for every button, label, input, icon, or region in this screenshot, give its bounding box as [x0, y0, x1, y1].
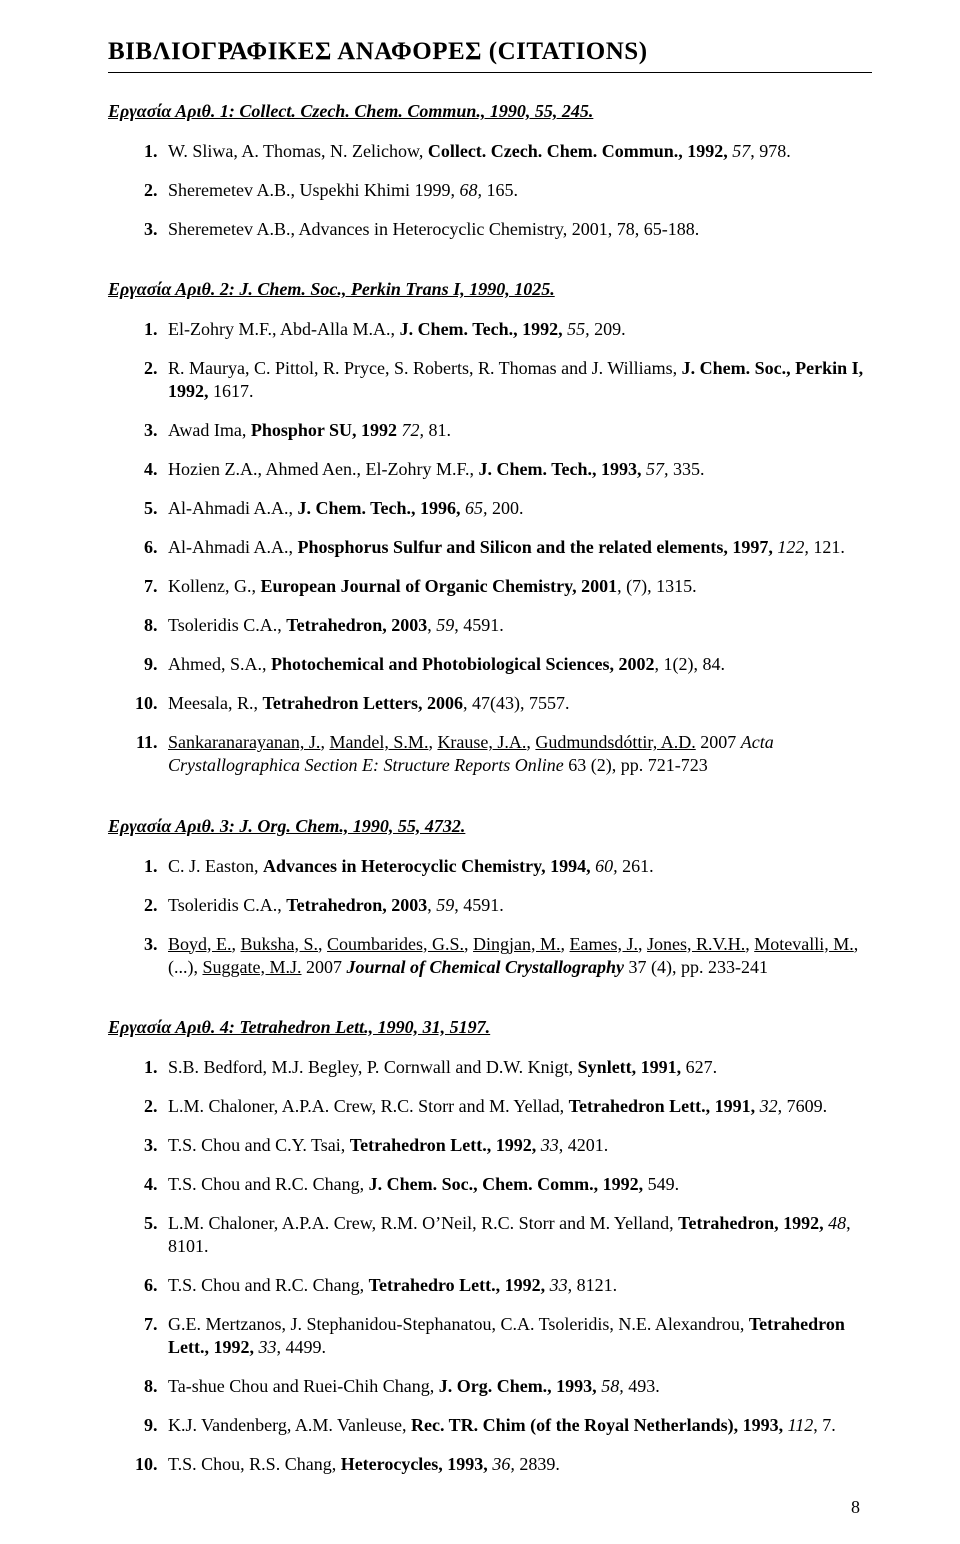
- section-1-item: Sheremetev A.B., Uspekhi Khimi 1999, 68,…: [162, 179, 872, 202]
- section-4-item: S.B. Bedford, M.J. Begley, P. Cornwall a…: [162, 1056, 872, 1079]
- section-1-item: W. Sliwa, A. Thomas, N. Zelichow, Collec…: [162, 140, 872, 163]
- page-number: 8: [851, 1497, 860, 1518]
- section-4-item: T.S. Chou and R.C. Chang, Tetrahedro Let…: [162, 1274, 872, 1297]
- page-title: ΒΙΒΛΙΟΓΡΑΦΙΚΕΣ ΑΝΑΦΟΡΕΣ (CITATIONS): [108, 38, 872, 66]
- section-2-item: Al-Ahmadi A.A., J. Chem. Tech., 1996, 65…: [162, 497, 872, 520]
- page: ΒΙΒΛΙΟΓΡΑΦΙΚΕΣ ΑΝΑΦΟΡΕΣ (CITATIONS) Εργα…: [0, 0, 960, 1544]
- section-2-item: Hozien Z.A., Ahmed Aen., El-Zohry M.F., …: [162, 458, 872, 481]
- title-tail: ): [639, 38, 648, 65]
- section-4-item: L.M. Chaloner, A.P.A. Crew, R.C. Storr a…: [162, 1095, 872, 1118]
- section-2-item: Tsoleridis C.A., Tetrahedron, 2003, 59, …: [162, 614, 872, 637]
- section-2-item: Awad Ima, Phosphor SU, 1992 72, 81.: [162, 419, 872, 442]
- section-3-title: Εργασία Αριθ. 3: J. Org. Chem., 1990, 55…: [108, 816, 872, 837]
- section-3-list: C. J. Easton, Advances in Heterocyclic C…: [108, 855, 872, 979]
- section-4-item: K.J. Vandenberg, A.M. Vanleuse, Rec. TR.…: [162, 1414, 872, 1437]
- section-4-item: L.M. Chaloner, A.P.A. Crew, R.M. O’Neil,…: [162, 1212, 872, 1258]
- section-4-item: T.S. Chou, R.S. Chang, Heterocycles, 199…: [162, 1453, 872, 1476]
- section-2-item: Ahmed, S.A., Photochemical and Photobiol…: [162, 653, 872, 676]
- section-2-item: R. Maurya, C. Pittol, R. Pryce, S. Rober…: [162, 357, 872, 403]
- section-4-list: S.B. Bedford, M.J. Begley, P. Cornwall a…: [108, 1056, 872, 1476]
- section-1-list: W. Sliwa, A. Thomas, N. Zelichow, Collec…: [108, 140, 872, 241]
- title-rule: [108, 72, 872, 73]
- section-1-title: Εργασία Αριθ. 1: Collect. Czech. Chem. C…: [108, 101, 872, 122]
- section-2-item: Meesala, R., Tetrahedron Letters, 2006, …: [162, 692, 872, 715]
- section-4-item: T.S. Chou and C.Y. Tsai, Tetrahedron Let…: [162, 1134, 872, 1157]
- section-2-item: Sankaranarayanan, J., Mandel, S.M., Krau…: [162, 731, 872, 777]
- section-2-list: El-Zohry M.F., Abd-Alla M.A., J. Chem. T…: [108, 318, 872, 777]
- section-2-item: Kollenz, G., European Journal of Organic…: [162, 575, 872, 598]
- section-1-item: Sheremetev A.B., Advances in Heterocycli…: [162, 218, 872, 241]
- title-plain: ΒΙΒΛΙΟΓΡΑΦΙΚΕΣ ΑΝΑΦΟΡΕΣ (: [108, 38, 498, 65]
- section-4-title: Εργασία Αριθ. 4: Tetrahedron Lett., 1990…: [108, 1017, 872, 1038]
- section-2-title: Εργασία Αριθ. 2: J. Chem. Soc., Perkin T…: [108, 279, 872, 300]
- section-4-item: T.S. Chou and R.C. Chang, J. Chem. Soc.,…: [162, 1173, 872, 1196]
- section-2-item: El-Zohry M.F., Abd-Alla M.A., J. Chem. T…: [162, 318, 872, 341]
- section-4-item: Ta-shue Chou and Ruei-Chih Chang, J. Org…: [162, 1375, 872, 1398]
- section-3-item: Tsoleridis C.A., Tetrahedron, 2003, 59, …: [162, 894, 872, 917]
- section-2-item: Al-Ahmadi A.A., Phosphorus Sulfur and Si…: [162, 536, 872, 559]
- section-3-item: Boyd, E., Buksha, S., Coumbarides, G.S.,…: [162, 933, 872, 979]
- section-4-item: G.E. Mertzanos, J. Stephanidou-Stephanat…: [162, 1313, 872, 1359]
- section-3-item: C. J. Easton, Advances in Heterocyclic C…: [162, 855, 872, 878]
- title-bold: CITATIONS: [498, 38, 639, 65]
